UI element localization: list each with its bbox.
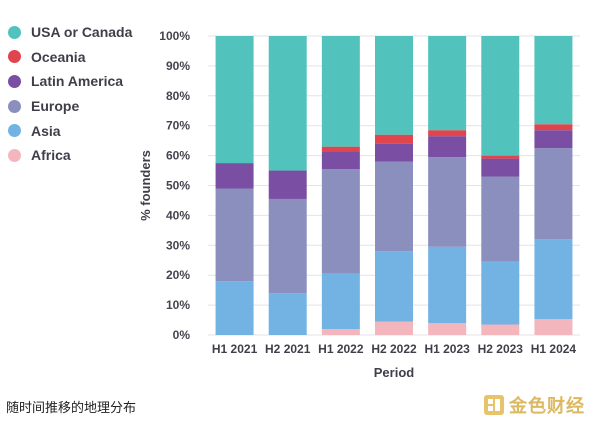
x-tick-label: H2 2022 [371,342,417,356]
legend-item-europe: Europe [8,94,132,119]
y-tick-label: 50% [166,179,190,193]
bar-segment-asia [534,239,573,320]
bar-segment-usa-or-canada [215,36,254,164]
bar-segment-europe [375,161,413,252]
legend-item-asia: Asia [8,118,132,143]
legend-label: Africa [31,147,71,164]
y-axis-title: % founders [138,150,153,221]
y-tick-label: 60% [166,149,190,163]
legend-item-latin-america: Latin America [8,69,132,94]
legend-dot-oceania [8,50,21,64]
x-tick-label: H1 2024 [531,342,577,356]
bar-segment-latin-america [481,158,520,177]
legend-dot-europe [8,99,21,113]
x-tick-label: H1 2021 [212,342,258,356]
bar-segment-latin-america [534,130,573,149]
legend-label: Europe [31,98,80,115]
bar-segment-usa-or-canada [375,36,413,135]
x-tick-label: H2 2021 [265,342,311,356]
axes: 0% 10% 20% 30% 40% 50% 60% 70% 80% 90% 100% H1 2021… [138,29,576,380]
bar-segment-africa [481,324,520,335]
bar-segment-europe [481,176,520,262]
legend-item-usa-or-canada: USA or Canada [8,20,132,45]
bar-segment-asia [268,293,307,335]
y-tick-label: 90% [166,59,190,73]
legend-label: USA or Canada [31,24,133,41]
bar-segment-oceania [375,134,413,144]
bars [215,36,573,335]
legend-dot-asia [8,124,21,138]
bar-segment-oceania [534,124,573,131]
bar-segment-usa-or-canada [428,36,467,131]
y-tick-label: 0% [173,328,191,342]
legend-dot-africa [8,148,21,162]
bar-segment-asia [481,261,520,325]
legend-item-africa: Africa [8,143,132,168]
x-tick-label: H2 2023 [478,342,524,356]
bar-segment-europe [321,169,360,274]
bar-segment-latin-america [321,151,360,170]
legend-label: Asia [31,122,61,139]
watermark: 金色财经 [483,392,585,418]
bar-segment-usa-or-canada [534,36,573,125]
bar-segment-europe [215,188,254,282]
y-tick-label: 30% [166,238,190,252]
bar-segment-africa [534,319,573,335]
legend-label: Oceania [31,48,86,65]
bar-segment-africa [375,321,413,335]
stacked-bar-chart: 0% 10% 20% 30% 40% 50% 60% 70% 80% 90% 100% H1 2021… [138,29,580,380]
bar-segment-asia [428,246,467,324]
bar-segment-oceania [428,130,467,137]
bar-segment-latin-america [215,163,254,189]
bar-segment-latin-america [375,143,413,162]
bar-segment-europe [428,157,467,247]
x-tick-label: H1 2022 [318,342,364,356]
y-tick-label: 100% [159,29,190,43]
y-tick-label: 40% [166,208,190,222]
bar-segment-latin-america [268,170,307,199]
bar-segment-oceania [481,155,520,159]
bar-segment-asia [375,251,413,322]
legend-dot-latin-america [8,74,21,88]
bar-segment-asia [215,281,254,335]
bar-segment-oceania [321,146,360,152]
bar-segment-usa-or-canada [481,36,520,156]
bar-segment-europe [268,198,307,294]
legend-item-oceania: Oceania [8,45,132,70]
chart-caption: 随时间推移的地理分布 [6,401,137,416]
legend-dot-usa-or-canada [8,25,21,39]
x-tick-label: H1 2023 [424,342,470,356]
bar-segment-latin-america [428,136,467,158]
legend-label: Latin America [31,73,124,90]
bar-segment-asia [321,273,360,330]
x-axis-title: Period [374,365,415,380]
y-tick-label: 20% [166,268,190,282]
watermark-logo-icon [484,395,504,415]
bar-segment-africa [428,323,467,335]
y-tick-label: 70% [166,119,190,133]
y-tick-label: 80% [166,89,190,103]
bar-segment-europe [534,148,573,240]
y-tick-label: 10% [166,298,190,312]
bar-segment-usa-or-canada [321,36,360,147]
chart-legend: USA or Canada Oceania Latin America Euro… [8,20,132,168]
bar-segment-africa [321,329,360,335]
bar-segment-usa-or-canada [268,36,307,171]
watermark-text: 金色财经 [509,396,585,417]
